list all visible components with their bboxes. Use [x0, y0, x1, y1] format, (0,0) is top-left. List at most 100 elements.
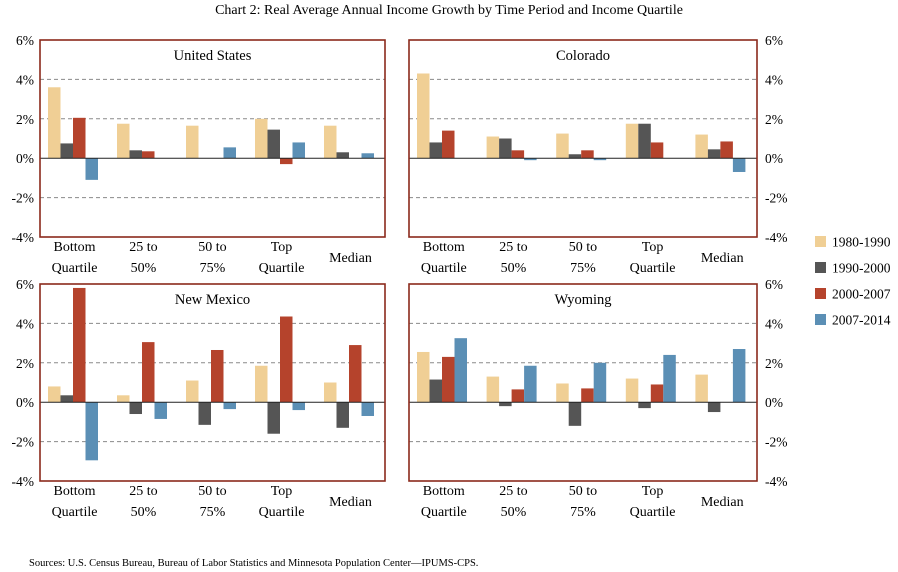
category-label: Quartile [52, 261, 98, 276]
panel-wyoming: Wyoming 6% 4% 2% 0% -2% -4% Bottom Quartile 25 to… [408, 277, 788, 520]
category-label: 50 to [198, 240, 226, 255]
bar-1980-1990-cat2 [186, 125, 199, 159]
chart-panels: United States 6% 4% 2% 0% -2% -4% Bottom Quartil… [12, 33, 788, 520]
bar-2000-2007-cat0 [442, 356, 455, 403]
bar-2007-2014-cat2 [593, 158, 607, 161]
category-label: 50 to [198, 484, 226, 499]
y-tick-label: 2% [765, 112, 783, 127]
panel-united-states: United States 6% 4% 2% 0% -2% -4% Bottom Quartil… [12, 33, 386, 276]
category-label: Median [329, 251, 372, 266]
category-label: 50% [131, 505, 157, 520]
y-tick-label: -2% [765, 435, 788, 450]
bar-2007-2014-cat2 [223, 147, 236, 159]
category-label: Quartile [259, 505, 305, 520]
y-tick-label: -4% [765, 230, 788, 245]
bar-1990-2000-cat0 [60, 143, 73, 159]
bar-1990-2000-cat4 [336, 402, 349, 428]
legend-label: 1980-1990 [832, 235, 891, 250]
y-tick-label: 6% [765, 277, 783, 292]
category-label: 50% [501, 505, 527, 520]
bar-2007-2014-cat4 [732, 349, 746, 403]
category-label: Top [642, 484, 664, 499]
bar-1990-2000-cat2 [198, 402, 211, 425]
bar-1980-1990-cat1 [117, 123, 130, 159]
category-label: Quartile [52, 505, 98, 520]
bar-2007-2014-cat4 [732, 158, 746, 172]
bar-2000-2007-cat2 [581, 388, 594, 403]
panel-frame [39, 283, 386, 482]
bar-1990-2000-cat2 [568, 154, 582, 159]
y-tick-label: 6% [16, 277, 34, 292]
y-tick-label: -2% [12, 435, 35, 450]
bar-1980-1990-cat4 [695, 374, 708, 403]
y-tick-label: 0% [765, 395, 783, 410]
category-label: Median [701, 495, 744, 510]
legend-swatch [815, 314, 826, 325]
bar-1980-1990-cat0 [417, 73, 430, 159]
y-tick-label: 4% [765, 316, 783, 331]
bar-1980-1990-cat0 [417, 351, 430, 403]
bar-2007-2014-cat0 [85, 402, 98, 461]
panel-frame [408, 39, 758, 238]
bar-1990-2000-cat3 [638, 402, 651, 409]
bar-1990-2000-cat1 [499, 402, 512, 407]
y-tick-label: 0% [765, 151, 783, 166]
bar-2000-2007-cat4 [720, 141, 733, 159]
panel-frame [39, 39, 386, 238]
bar-2000-2007-cat0 [73, 117, 86, 159]
category-label: 50 to [569, 484, 597, 499]
legend-swatch [815, 288, 826, 299]
panel-frame [408, 283, 758, 482]
y-tick-label: 6% [765, 33, 783, 48]
bar-1980-1990-cat4 [324, 125, 337, 159]
bar-2000-2007-cat0 [442, 130, 455, 159]
bar-1980-1990-cat1 [486, 136, 500, 159]
bar-2007-2014-cat2 [593, 362, 607, 403]
bar-1980-1990-cat1 [486, 376, 500, 403]
bar-2000-2007-cat1 [511, 150, 525, 159]
bar-1990-2000-cat0 [429, 379, 442, 403]
bar-2007-2014-cat4 [361, 402, 374, 416]
bar-2007-2014-cat0 [454, 338, 467, 403]
bar-2007-2014-cat1 [154, 402, 167, 419]
bar-1980-1990-cat2 [556, 383, 569, 403]
category-label: 50% [501, 261, 527, 276]
bar-2000-2007-cat3 [280, 158, 293, 165]
y-tick-label: 2% [765, 356, 783, 371]
bar-1980-1990-cat3 [255, 118, 268, 159]
y-tick-label: 4% [16, 316, 34, 331]
panel-title: United States [174, 48, 252, 64]
y-tick-label: 0% [16, 151, 34, 166]
bar-1980-1990-cat3 [625, 123, 639, 159]
legend: 1980-1990 1990-2000 2000-2007 2007-2014 [815, 235, 891, 328]
category-label: Top [271, 240, 293, 255]
bar-1990-2000-cat1 [129, 150, 142, 159]
bar-2007-2014-cat3 [292, 142, 305, 159]
panel-colorado: Colorado 6% 4% 2% 0% -2% -4% Bottom Quartile 25 t… [408, 33, 788, 276]
y-tick-label: -2% [765, 191, 788, 206]
y-tick-label: 4% [16, 72, 34, 87]
category-label: 75% [200, 505, 226, 520]
bar-1980-1990-cat1 [117, 395, 130, 403]
y-tick-label: 2% [16, 112, 34, 127]
bar-1980-1990-cat2 [186, 380, 199, 403]
y-tick-label: -4% [765, 474, 788, 489]
bar-2000-2007-cat3 [650, 142, 664, 159]
category-label: Bottom [53, 484, 95, 499]
bar-2000-2007-cat1 [511, 389, 525, 403]
panel-title: Colorado [556, 48, 610, 64]
bar-2000-2007-cat0 [73, 287, 86, 403]
category-label: Quartile [259, 261, 305, 276]
category-label: 75% [570, 505, 596, 520]
bar-2007-2014-cat1 [524, 158, 537, 161]
bar-2007-2014-cat4 [361, 153, 374, 159]
bar-2000-2007-cat3 [280, 316, 293, 403]
bar-1990-2000-cat0 [429, 142, 442, 159]
legend-swatch [815, 236, 826, 247]
bar-2000-2007-cat2 [581, 150, 594, 159]
bar-2007-2014-cat1 [524, 365, 537, 403]
category-label: 25 to [129, 484, 157, 499]
panel-title: Wyoming [554, 292, 611, 308]
bar-1990-2000-cat4 [707, 149, 721, 159]
chart-source: Sources: U.S. Census Bureau, Bureau of L… [29, 558, 478, 569]
